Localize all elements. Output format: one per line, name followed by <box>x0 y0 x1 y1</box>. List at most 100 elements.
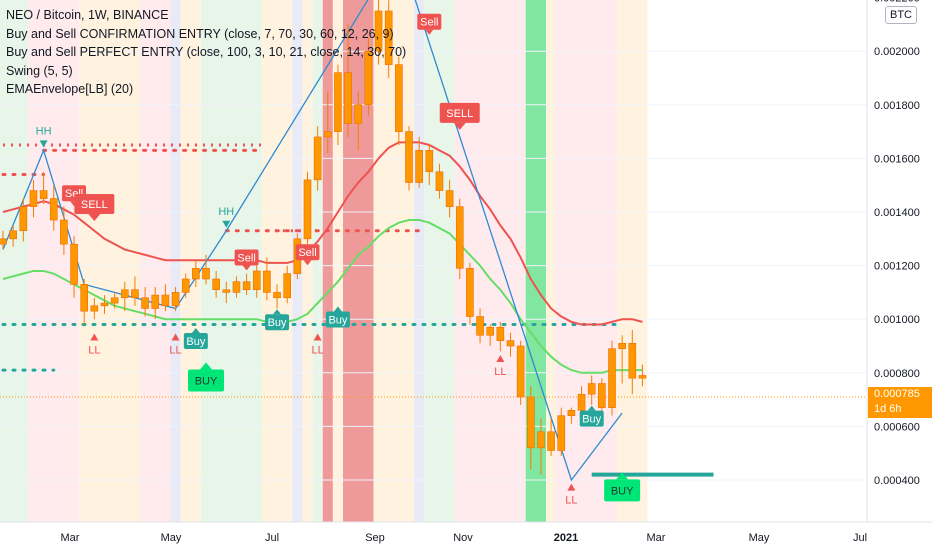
candle-body <box>354 104 363 124</box>
candle[interactable] <box>476 308 484 344</box>
candle[interactable] <box>466 262 474 325</box>
candle[interactable] <box>364 37 373 116</box>
indicator-ema-envelope[interactable]: EMAEnvelope[LB] (20) <box>6 82 134 96</box>
candle[interactable] <box>252 265 261 298</box>
candle[interactable] <box>70 236 78 298</box>
candle-body <box>435 171 444 191</box>
candle[interactable] <box>425 145 434 186</box>
candle[interactable] <box>171 287 180 312</box>
hh-label: HH <box>218 206 234 218</box>
candle[interactable] <box>263 257 271 301</box>
candle[interactable] <box>526 386 535 470</box>
time-tick-label: May <box>161 532 182 544</box>
candle[interactable] <box>303 171 312 245</box>
time-tick-label: 2021 <box>554 532 578 544</box>
candle[interactable] <box>141 287 149 317</box>
strong-sell-pointer <box>453 122 466 130</box>
candle[interactable] <box>232 276 241 298</box>
indicator-perfect-entry[interactable]: Buy and Sell PERFECT ENTRY (close, 100, … <box>6 45 407 59</box>
candle[interactable] <box>29 179 38 218</box>
candle[interactable] <box>19 198 28 242</box>
candle[interactable] <box>90 297 99 320</box>
candle[interactable] <box>60 206 68 255</box>
candle[interactable] <box>39 171 48 204</box>
buy-tag-pointer <box>191 327 200 333</box>
candle[interactable] <box>415 136 423 188</box>
candle[interactable] <box>516 340 525 405</box>
candle[interactable] <box>121 281 129 312</box>
candle[interactable] <box>537 418 545 475</box>
candle[interactable] <box>334 64 342 145</box>
candle[interactable] <box>344 24 352 137</box>
sell-tag-label: Sell <box>298 247 316 259</box>
candle-body <box>19 206 28 232</box>
candle[interactable] <box>100 295 109 314</box>
candle[interactable] <box>9 225 17 247</box>
candle-body <box>323 131 332 138</box>
sell-tag <box>295 244 320 261</box>
candle[interactable] <box>567 407 576 424</box>
candle[interactable] <box>455 198 464 279</box>
signal-labels: HHHHHHLLLLLLLLLLSellSellSellSellSELLSELL… <box>36 13 641 507</box>
candle[interactable] <box>506 332 515 357</box>
candle[interactable] <box>80 279 88 325</box>
indicator-swing[interactable]: Swing (5, 5) <box>6 63 73 78</box>
candle[interactable] <box>587 375 596 405</box>
candle[interactable] <box>273 284 281 309</box>
currency-badge[interactable]: BTC <box>885 6 917 24</box>
candle[interactable] <box>242 273 251 296</box>
candles[interactable] <box>0 0 647 475</box>
candle[interactable] <box>222 281 231 304</box>
symbol-title[interactable]: NEO / Bitcoin, 1W, BINANCE <box>6 8 169 22</box>
candle[interactable] <box>405 126 413 191</box>
candle-body <box>638 375 647 379</box>
candle[interactable] <box>110 292 119 309</box>
price-axis[interactable]: 0.0026000.0024000.0022000.0020000.001800… <box>874 0 920 487</box>
signal-band <box>556 0 618 522</box>
candle[interactable] <box>181 273 190 298</box>
candle[interactable] <box>496 321 505 352</box>
candle[interactable] <box>161 284 170 312</box>
candle[interactable] <box>384 0 393 78</box>
candle[interactable] <box>608 340 616 416</box>
sell-tag-pointer <box>303 260 312 266</box>
candle[interactable] <box>283 265 292 304</box>
time-axis[interactable]: Mar May Jul Sep Nov 2021 Mar May Jul <box>61 532 868 544</box>
candle[interactable] <box>49 185 58 231</box>
candle[interactable] <box>557 407 566 456</box>
candle[interactable] <box>0 230 7 250</box>
indicator-confirmation-entry[interactable]: Buy and Sell CONFIRMATION ENTRY (close, … <box>6 26 394 41</box>
candle[interactable] <box>638 364 647 387</box>
signal-band <box>617 0 648 522</box>
sell-tag-pointer <box>425 29 434 35</box>
strong-sell-label: SELL <box>81 199 108 211</box>
candle[interactable] <box>628 329 637 395</box>
candle[interactable] <box>131 276 139 306</box>
candle[interactable] <box>486 324 495 346</box>
candle[interactable] <box>435 163 444 199</box>
ll-label: LL <box>88 345 100 357</box>
grid-lines <box>0 50 867 481</box>
candle[interactable] <box>212 270 220 298</box>
signal-band <box>332 0 344 522</box>
ll-label: LL <box>312 345 324 357</box>
candle[interactable] <box>313 126 322 191</box>
candle-body <box>90 305 99 312</box>
candle[interactable] <box>323 91 332 154</box>
strong-buy-label: BUY <box>611 485 634 497</box>
candle[interactable] <box>395 56 403 145</box>
candle[interactable] <box>151 287 160 320</box>
candle-body <box>628 343 637 379</box>
candle[interactable] <box>374 0 383 65</box>
candle-body <box>70 243 78 285</box>
candle[interactable] <box>192 260 200 288</box>
candle[interactable] <box>445 179 454 218</box>
candle[interactable] <box>547 418 555 456</box>
time-tick-label: May <box>749 532 770 544</box>
candle[interactable] <box>202 254 210 285</box>
candle-body <box>273 292 281 299</box>
candle[interactable] <box>618 335 626 384</box>
candle[interactable] <box>354 91 363 151</box>
